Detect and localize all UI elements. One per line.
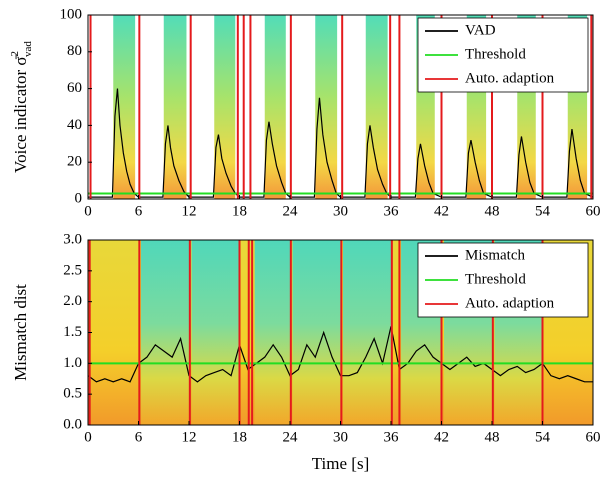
legend-label: Threshold	[465, 46, 526, 62]
spectrogram-segment	[292, 240, 341, 425]
x-tick-label: 0	[84, 203, 92, 219]
legend: Mismatch Threshold Auto. adaption	[417, 242, 589, 318]
spectrogram-segment	[264, 15, 286, 199]
x-tick-label: 12	[182, 429, 197, 445]
x-tick-label: 48	[485, 429, 500, 445]
x-tick-label: 42	[434, 429, 449, 445]
y-tick-label: 1.0	[63, 355, 82, 371]
x-tick-label: 54	[535, 203, 551, 219]
x-tick-label: 48	[485, 203, 500, 219]
y-label-symbol: σ̄	[11, 53, 30, 65]
y-label-text: Mismatch dist	[11, 284, 30, 381]
y-tick-label: 20	[67, 154, 82, 170]
x-tick-label: 60	[586, 203, 601, 219]
y-tick-label: 100	[60, 6, 83, 22]
y-tick-label: 60	[67, 80, 82, 96]
data-line	[88, 88, 593, 198]
x-tick-label: 6	[135, 203, 143, 219]
legend-label: Threshold	[465, 271, 526, 287]
spectrogram-segment	[214, 15, 236, 199]
spectrogram-segment	[113, 15, 136, 199]
x-tick-label: 54	[535, 429, 551, 445]
legend-label: Mismatch	[465, 247, 525, 263]
y-tick-label: 40	[67, 117, 82, 133]
y-tick-label: 3.0	[63, 231, 82, 247]
y-tick-label: 80	[67, 43, 82, 59]
legend-label: Auto. adaption	[465, 70, 555, 86]
x-tick-label: 30	[333, 429, 348, 445]
y-tick-label: 0.0	[63, 416, 82, 432]
x-tick-label: 18	[232, 429, 247, 445]
x-axis-label: Time [s]	[312, 454, 369, 473]
y-label-sub: vad	[22, 41, 34, 57]
y-tick-label: 2.5	[63, 262, 82, 278]
x-tick-label: 36	[384, 203, 400, 219]
x-tick-label: 24	[283, 429, 299, 445]
spectrogram-segment	[163, 15, 187, 199]
y-label-sup: 2	[9, 51, 21, 57]
x-tick-label: 36	[384, 429, 400, 445]
plot: 0 6 12 18 24 30 36 42 48 54 60 0.0 0.5 1.0 1.5 2.0 2.5 3.…	[11, 231, 601, 472]
y-tick-label: 2.0	[63, 293, 82, 309]
spectrogram-segment	[343, 240, 391, 425]
y-tick-label: 0.5	[63, 386, 82, 402]
legend-label: Auto. adaption	[465, 295, 555, 311]
x-tick-label: 0	[84, 429, 92, 445]
y-axis-label: Voice indicator σ̄2vad	[9, 41, 34, 173]
spectrogram-segment	[315, 15, 338, 199]
spectrogram-segment	[365, 15, 388, 199]
x-tick-label: 12	[182, 203, 197, 219]
y-axis-label: Mismatch dist	[11, 284, 30, 381]
x-tick-label: 24	[283, 203, 299, 219]
x-tick-label: 42	[434, 203, 449, 219]
x-tick-label: 18	[232, 203, 247, 219]
spectrogram-segment	[191, 240, 240, 425]
y-tick-label: 0	[75, 190, 83, 206]
x-tick-label: 60	[586, 429, 601, 445]
x-tick-label: 6	[135, 429, 143, 445]
spectrogram-segment	[141, 240, 189, 425]
x-tick-label: 30	[333, 203, 348, 219]
y-tick-label: 1.5	[63, 324, 82, 340]
spectrogram-segment	[254, 240, 290, 425]
legend: VAD Threshold Auto. adaption	[417, 17, 589, 93]
legend-label: VAD	[465, 22, 496, 38]
y-label-text: Voice indicator	[11, 66, 30, 173]
plot: 0 6 12 18 24 30 36 42 48 54 60 0 20 40 60 80 100 Voice in…	[9, 6, 601, 219]
